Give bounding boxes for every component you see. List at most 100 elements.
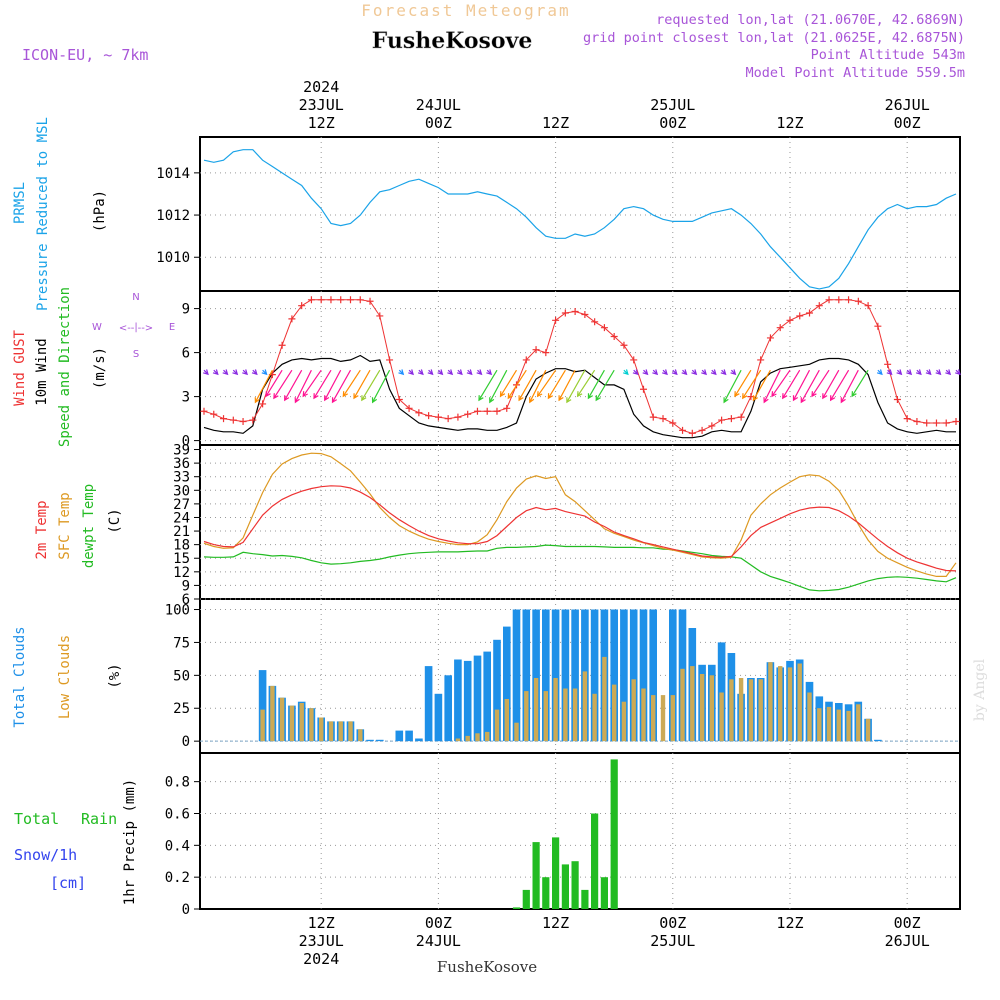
low-cloud-bar <box>719 692 724 742</box>
wind-arrow <box>499 369 518 398</box>
wind-arrow <box>840 369 859 404</box>
wind-arrow <box>265 369 283 398</box>
clouds-label-low: Low Clouds <box>57 635 73 719</box>
time-axis-label: 26JUL <box>885 96 930 114</box>
gust-marker <box>698 426 706 434</box>
total-cloud-bar <box>571 609 579 742</box>
y-tick-label: 9 <box>182 302 190 318</box>
wind-arrow <box>361 369 381 402</box>
low-cloud-bar <box>592 693 597 742</box>
gust-marker <box>444 415 452 423</box>
total-cloud-bar <box>415 738 423 742</box>
y-tick-label: 25 <box>173 701 190 717</box>
low-cloud-bar <box>289 705 295 742</box>
y-tick-label: 0 <box>182 434 190 450</box>
wind-arrow <box>681 369 688 376</box>
gust-marker <box>591 318 599 326</box>
total-cloud-bar <box>551 609 560 742</box>
low-cloud-bar <box>485 731 490 742</box>
wind-arrow <box>547 369 566 400</box>
gust-marker <box>317 296 325 304</box>
wind-arrow <box>212 369 219 376</box>
low-cloud-bar <box>768 662 773 742</box>
precip-label-cm: [cm] <box>50 874 86 892</box>
time-axis-label: 24JUL <box>416 96 461 114</box>
wind-arrow <box>662 369 668 376</box>
low-cloud-bar <box>641 688 646 742</box>
wind-arrow <box>925 369 932 376</box>
low-cloud-bar <box>817 708 822 742</box>
gust-marker <box>346 296 354 304</box>
gust-marker <box>649 413 657 421</box>
y-tick-label: 0.6 <box>165 806 190 822</box>
total-cloud-bar <box>444 675 452 742</box>
wind-arrow <box>886 369 893 376</box>
low-cloud-bar <box>348 721 353 742</box>
temp-label-dewpt: dewpt Temp <box>81 484 97 568</box>
time-axis-label: 26JUL <box>885 932 930 950</box>
gust-marker <box>815 302 823 310</box>
time-axis-label: 12Z <box>542 914 569 932</box>
total-cloud-bar <box>639 609 648 742</box>
low-cloud-bar <box>758 679 763 742</box>
total-cloud-bar <box>561 609 570 742</box>
panel-frame-temp <box>199 444 961 600</box>
wind-arrow <box>242 369 248 376</box>
wind-arrow <box>792 369 811 402</box>
wind-arrow <box>558 369 576 402</box>
total-cloud-bar <box>454 659 462 742</box>
wind-arrow <box>529 369 547 404</box>
wind-arrow <box>284 369 303 402</box>
gust-marker <box>708 422 716 430</box>
rain-bar <box>600 877 608 909</box>
wind-arrow <box>811 369 830 398</box>
gust-marker <box>239 418 247 426</box>
low-cloud-bar <box>465 735 470 742</box>
gust-marker <box>220 415 228 423</box>
grid-point-coords: grid point closest lon,lat (21.0625E, 42… <box>583 30 965 46</box>
temp-2m-series-line <box>203 485 957 572</box>
gust-marker <box>806 309 814 317</box>
total-cloud-bar <box>473 655 482 742</box>
low-cloud-bar <box>299 703 304 742</box>
gust-marker <box>610 332 618 340</box>
rain-bar <box>581 889 589 909</box>
wind-arrow <box>955 369 961 376</box>
wind-arrow <box>800 369 820 404</box>
footer-location: FusheKosove <box>437 958 537 976</box>
wind-arrow <box>701 369 707 376</box>
wind-arrow <box>427 369 434 376</box>
low-cloud-bar <box>651 695 656 742</box>
wind-arrow <box>623 369 629 376</box>
gust-marker <box>796 312 804 320</box>
precip-label-snow: Snow/1h <box>14 846 77 864</box>
time-axis-label: 12Z <box>308 114 335 132</box>
gust-marker <box>630 356 638 364</box>
gust-marker <box>405 404 413 412</box>
wind-y-ticks: 0 3 6 9 <box>182 302 200 450</box>
precip-bars <box>200 759 960 910</box>
total-cloud-bar <box>717 642 726 742</box>
low-cloud-bar <box>504 699 509 742</box>
total-cloud-bar <box>493 639 501 742</box>
gust-marker <box>835 296 843 304</box>
y-tick-label: 27 <box>173 497 190 513</box>
y-tick-label: 39 <box>173 443 190 459</box>
total-cloud-bar <box>424 666 433 742</box>
compass-w: W <box>92 322 102 333</box>
wind-arrow <box>587 369 605 400</box>
wind-arrow <box>642 369 649 376</box>
wind-label-10m: 10m Wind <box>34 338 50 405</box>
wind-arrow <box>734 369 752 398</box>
gust-marker <box>776 324 784 332</box>
cloud-bars <box>200 609 960 742</box>
total-cloud-bar <box>542 609 550 742</box>
low-cloud-bar <box>797 663 802 742</box>
pressure-series-line <box>203 149 957 290</box>
low-cloud-bar <box>553 678 558 742</box>
gust-marker <box>415 409 423 417</box>
gust-marker <box>464 410 472 418</box>
